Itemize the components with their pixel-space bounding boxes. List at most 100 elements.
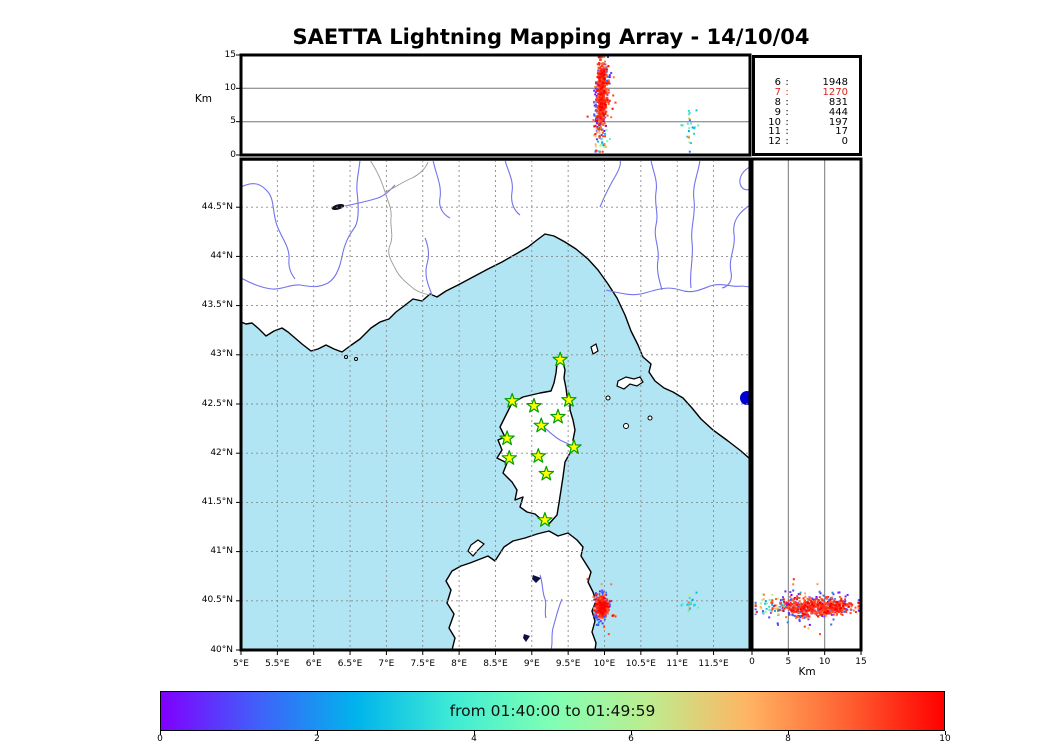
latitude-tick-label: 40.5°N [201,595,233,606]
station-star-marker [504,392,520,408]
sardinia-coast [445,530,597,649]
map-panel [239,157,752,652]
country-borders [369,160,433,296]
latitude-tick-label: 40°N [210,644,233,655]
colorbar-tick-mark [788,731,789,735]
station-count-row: 10:197 [755,116,859,128]
lightning-points-map [586,578,700,636]
station-count-row: 11:17 [755,127,859,137]
hyeres-island-2 [354,357,358,361]
station-markers [499,351,582,527]
station-star-marker [501,450,517,465]
longitude-tick-label: 10°E [593,659,616,669]
longitude-tick-label: 11.5°E [698,659,729,669]
latitude-tick-label: 41.5°N [201,496,233,507]
station-star-marker [552,351,568,367]
graticule [242,160,749,649]
altitude-tick-label: 5 [230,116,236,127]
right-altitude-tick-label: 0 [749,657,755,667]
lake-omodeo [523,634,530,642]
colorbar-tick-label: 6 [628,734,634,744]
station-count-value: 1948 [822,77,848,88]
colorbar-time-range-label: from 01:40:00 to 01:49:59 [449,702,656,720]
colorbar-tick-mark [160,731,161,735]
right-altitude-axis-label: Km [798,666,816,678]
station-count-panel: 6:1948 7:1270 8:831 9:444 10:197 11:17 12:0 [752,55,862,156]
station-count-row: 6:1948 [755,78,859,88]
station-count-key: 9 [774,106,781,118]
station-count-key: 7 [774,86,781,98]
longitude-tick-label: 7.5°E [410,659,436,669]
latitude-tick-label: 42°N [210,447,233,458]
colorbar-tick-mark [474,731,475,735]
right-altitude-tick-label: 10 [818,657,831,667]
station-star-marker [561,392,577,407]
latitude-altitude-panel [750,157,863,652]
lake-coghinas [532,575,541,583]
colorbar-tick-mark [317,731,318,735]
colorbar-tick-label: 4 [471,734,477,744]
station-count-row: 12:0 [755,137,859,147]
longitude-tick-label: 5.5°E [265,659,290,669]
elba-island [616,376,644,390]
hyeres-island-1 [344,355,348,359]
station-star-marker [533,417,549,433]
colorbar-tick-label: 0 [157,734,163,744]
latitude-tick-label: 43°N [210,349,233,360]
colorbar-tick-label: 2 [314,734,320,744]
montecristo-island [623,423,629,429]
colorbar-tick-label: 10 [939,734,951,744]
colorbar-tick-mark [945,731,946,735]
station-count-value: 0 [841,136,848,148]
station-star-marker [530,448,547,463]
longitude-tick-label: 5°E [233,659,249,669]
station-count-row: 8:831 [755,96,859,108]
longitude-tick-label: 11°E [666,659,688,669]
station-star-marker [499,430,515,446]
latitude-tick-label: 44.5°N [201,201,233,212]
longitude-tick-label: 8°E [451,659,468,669]
lightning-points-right [754,578,860,636]
altitude-longitude-panel [239,53,752,157]
latitude-tick-label: 41°N [210,546,233,557]
right-altitude-tick-label: 15 [855,657,867,667]
station-count-value: 1270 [822,86,848,98]
longitude-tick-label: 7°E [378,659,395,669]
longitude-tick-label: 9.5°E [555,659,581,669]
station-count-row: 9:444 [755,106,859,118]
altitude-tick-label: 15 [224,49,236,60]
longitude-tick-label: 8.5°E [483,659,508,669]
station-star-marker [526,397,542,413]
station-count-key: 11 [768,126,781,138]
longitude-tick-label: 9°E [523,659,540,669]
mainland-coast [242,160,749,460]
station-count-value: 831 [828,96,848,108]
figure-title: SAETTA Lightning Mapping Array - 14/10/0… [292,25,810,49]
rivers [242,160,749,649]
right-altitude-tick-label: 5 [785,657,792,667]
station-star-marker [537,512,553,527]
altitude-tick-label: 0 [230,149,236,160]
station-count-key: 8 [774,96,781,108]
panel-border [239,53,752,157]
altitude-axis-label: Km [194,93,212,105]
station-star-marker [538,465,555,481]
giglio-island [647,415,653,421]
station-count-key: 10 [768,116,781,128]
colorbar-tick-label: 8 [785,734,791,744]
colorbar-tick-mark [631,731,632,735]
station-count-row: 7:1270 [755,86,859,98]
time-colorbar: from 01:40:00 to 01:49:59 [160,691,945,731]
pianosa-island [605,395,611,401]
station-count-value: 17 [835,126,848,138]
station-star-marker [566,439,582,454]
longitude-tick-label: 10.5°E [625,659,656,669]
axis-tick-marks [236,54,862,655]
altitude-tick-label: 10 [224,82,236,93]
lake-bolsena [740,391,749,405]
station-count-value: 444 [828,106,848,118]
lightning-points-top [586,56,700,153]
station-count-key: 12 [768,136,781,148]
